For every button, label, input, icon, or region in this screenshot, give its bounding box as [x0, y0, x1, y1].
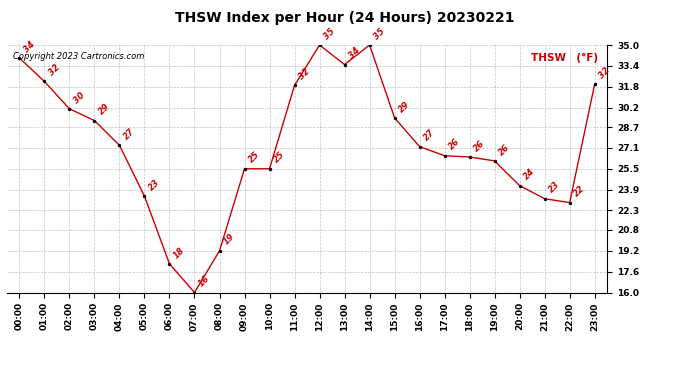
Text: 29: 29	[397, 99, 412, 114]
Text: 29: 29	[97, 102, 112, 117]
Text: THSW (°F): THSW (°F)	[531, 53, 598, 63]
Text: THSW Index per Hour (24 Hours) 20230221: THSW Index per Hour (24 Hours) 20230221	[175, 11, 515, 25]
Text: 22: 22	[572, 184, 587, 199]
Text: 26: 26	[472, 138, 487, 153]
Text: Copyright 2023 Cartronics.com: Copyright 2023 Cartronics.com	[13, 53, 144, 62]
Text: 30: 30	[72, 90, 87, 105]
Text: 23: 23	[147, 177, 161, 192]
Text: 24: 24	[522, 167, 537, 182]
Point	[14, 55, 25, 61]
Text: 23: 23	[547, 180, 562, 195]
Point	[589, 81, 600, 87]
Point	[364, 42, 375, 48]
Point	[539, 196, 550, 202]
Text: 35: 35	[322, 26, 337, 41]
Text: 34: 34	[347, 46, 362, 61]
Point	[114, 142, 125, 148]
Text: 34: 34	[22, 39, 37, 54]
Point	[239, 166, 250, 172]
Point	[414, 144, 425, 150]
Point	[289, 82, 300, 88]
Point	[64, 106, 75, 112]
Point	[489, 158, 500, 164]
Text: 16: 16	[197, 274, 212, 289]
Point	[564, 200, 575, 206]
Text: 25: 25	[272, 150, 287, 165]
Point	[464, 154, 475, 160]
Text: 35: 35	[372, 26, 387, 41]
Text: 19: 19	[222, 232, 237, 247]
Point	[264, 166, 275, 172]
Text: 26: 26	[447, 137, 462, 152]
Point	[164, 261, 175, 267]
Text: 18: 18	[172, 245, 187, 260]
Point	[214, 248, 225, 254]
Text: 26: 26	[497, 142, 512, 157]
Text: 32: 32	[47, 63, 61, 78]
Text: 32: 32	[598, 66, 612, 80]
Text: 32: 32	[297, 67, 312, 81]
Point	[514, 183, 525, 189]
Point	[439, 153, 450, 159]
Point	[89, 117, 100, 123]
Point	[389, 115, 400, 121]
Point	[339, 62, 350, 68]
Text: 25: 25	[247, 150, 262, 165]
Point	[314, 42, 325, 48]
Text: 27: 27	[422, 128, 437, 143]
Text: 27: 27	[122, 127, 137, 141]
Point	[139, 193, 150, 199]
Point	[39, 78, 50, 84]
Point	[189, 290, 200, 296]
